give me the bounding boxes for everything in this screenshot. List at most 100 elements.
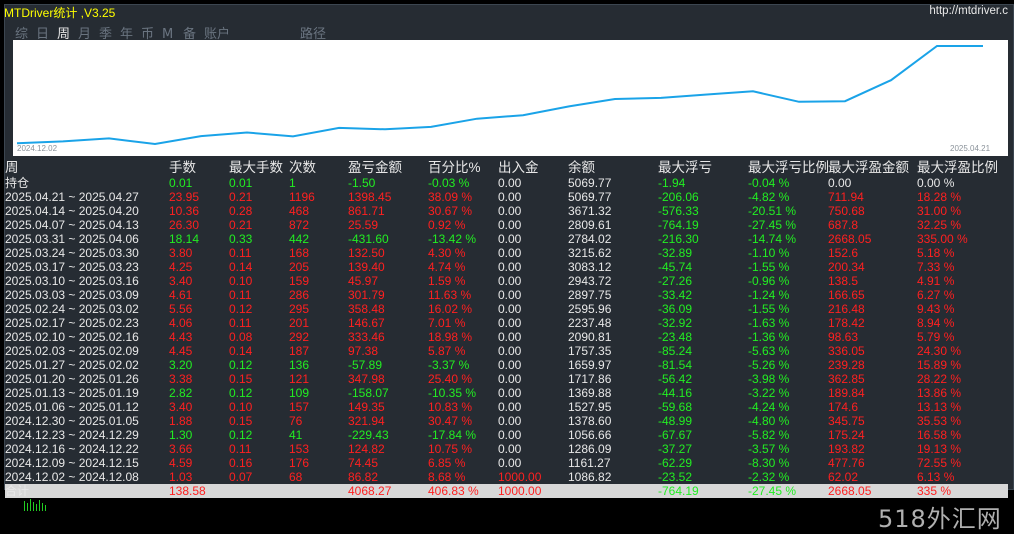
table-cell: 19.13 % [917,442,962,456]
table-row[interactable]: 2024.12.30 ~ 2025.01.05 1.88 0.15 76 321.94 3… [5,414,1007,428]
table-cell: -1.36 % [748,330,790,344]
table-cell: 138.5 [828,274,859,288]
table-row[interactable]: 2025.03.10 ~ 2025.03.16 3.40 0.10 159 45.97 1… [5,274,1007,288]
column-header[interactable]: 最大浮盈金额 [828,160,909,175]
table-row[interactable]: 2024.12.23 ~ 2024.12.29 1.30 0.12 41 -229.43… [5,428,1007,442]
table-cell: 0.10 [229,400,253,414]
table-row[interactable]: 2025.04.21 ~ 2025.04.27 23.95 0.21 1196 1398… [5,190,1007,204]
total-line[interactable]: 合计 138.58 4068.27 406.83 % 1000.00 -764.19 -27… [5,484,1008,498]
table-cell: 4.91 % [917,274,955,288]
column-header[interactable]: 最大浮亏 [658,160,712,175]
table-row[interactable]: 2025.02.24 ~ 2025.03.02 5.56 0.12 295 358.48… [5,302,1007,316]
table-cell: 205 [289,260,310,274]
table-row[interactable]: 2024.12.09 ~ 2024.12.15 4.59 0.16 176 74.45 6… [5,456,1007,470]
table-row[interactable]: 2025.03.31 ~ 2025.04.06 18.14 0.33 442 -431.… [5,232,1007,246]
table-cell: 335.00 % [917,232,968,246]
table-cell: 1.88 [169,414,193,428]
tab-9[interactable]: 账户 [204,27,231,42]
table-row[interactable]: 2025.02.03 ~ 2025.02.09 4.45 0.14 187 97.38 5… [5,344,1007,358]
table-cell: 750.68 [828,204,865,218]
table-row[interactable]: 2025.03.17 ~ 2025.03.23 4.25 0.14 205 139.40… [5,260,1007,274]
tab-1[interactable]: 日 [36,27,50,42]
table-row[interactable]: 2025.01.13 ~ 2025.01.19 2.82 0.12 109 -158.0… [5,386,1007,400]
table-row[interactable]: 2025.02.10 ~ 2025.02.16 4.43 0.08 292 333.46… [5,330,1007,344]
column-header[interactable]: 最大手数 [229,160,283,175]
table-cell: 0.00 [498,456,522,470]
table-row[interactable]: 2025.01.06 ~ 2025.01.12 3.40 0.10 157 149.35… [5,400,1007,414]
table-row[interactable]: 2025.03.24 ~ 2025.03.30 3.80 0.11 168 132.50… [5,246,1007,260]
column-header[interactable]: 余额 [568,160,595,175]
table-cell: 35.53 % [917,414,962,428]
table-cell: 4.43 [169,330,193,344]
table-row[interactable]: 2024.12.02 ~ 2024.12.08 1.03 0.07 68 86.82 8.… [5,470,1007,484]
table-cell: 16.02 % [428,302,473,316]
column-header[interactable]: 周 [5,160,19,175]
tab-2[interactable]: 周 [57,27,71,42]
table-row[interactable]: 2025.04.14 ~ 2025.04.20 10.36 0.28 468 861.7… [5,204,1007,218]
table-cell: 0.33 [229,232,253,246]
table-row[interactable]: 2025.02.17 ~ 2025.02.23 4.06 0.11 201 146.67… [5,316,1007,330]
table-cell: 72.55 % [917,456,962,470]
table-cell: 2024.12.09 ~ 2024.12.15 [5,456,139,470]
table-cell: 5.87 % [428,344,466,358]
table-cell: 4.30 % [428,246,466,260]
table-cell: -13.42 % [428,232,477,246]
table-cell: 23.95 [169,190,200,204]
website-link[interactable]: http://mtdriver.c [929,5,1008,17]
table-cell: 6.85 % [428,456,466,470]
table-cell: 18.14 [169,232,200,246]
table-cell: -0.04 % [748,176,790,190]
column-header[interactable]: 次数 [289,160,316,175]
table-cell: 3.20 [169,358,193,372]
tab-4[interactable]: 季 [99,27,113,42]
table-cell: -764.19 [658,218,699,232]
table-cell: 336.05 [828,344,865,358]
column-header[interactable]: 百分比% [428,160,481,175]
table-row[interactable]: 持仓 0.01 0.01 1 -1.50 -0.03 % 0.00 5069.77 -1.94 -… [5,176,1007,190]
table-cell: 5.79 % [917,330,955,344]
table-cell: 0.11 [229,316,252,330]
column-header[interactable]: 最大浮亏比例 [748,160,829,175]
table-cell: 187 [289,344,310,358]
table-cell: 0.14 [229,344,253,358]
column-header[interactable]: 盈亏金额 [348,160,402,175]
table-cell: 13.86 % [917,386,962,400]
table-row[interactable]: 2025.01.20 ~ 2025.01.26 3.38 0.15 121 347.98… [5,372,1007,386]
tab-7[interactable]: M [162,27,174,42]
table-cell: 0.00 [498,302,522,316]
table-cell: 0.11 [229,246,252,260]
column-header[interactable]: 手数 [169,160,196,175]
table-cell: 4.06 [169,316,193,330]
total-row: 合计 138.58 4068.27 406.83 % 1000.00 -764.19 -27… [5,484,1008,498]
table-row[interactable]: 2024.12.16 ~ 2024.12.22 3.66 0.11 153 124.82… [5,442,1007,456]
table-row[interactable]: 2025.03.03 ~ 2025.03.09 4.61 0.11 286 301.79… [5,288,1007,302]
column-header[interactable]: 出入金 [498,160,539,175]
tab-3[interactable]: 月 [78,27,92,42]
table-cell: 0.01 [169,176,193,190]
tab-routes[interactable]: 路径 [300,27,327,42]
chart-date-start: 2024.12.02 [17,144,58,153]
table-cell: 0.11 [229,288,252,302]
table-cell: 0.00 [498,358,522,372]
watermark: 518外汇网 [878,505,1002,533]
table-cell: 2025.01.13 ~ 2025.01.19 [5,386,139,400]
table-cell: 7.33 % [917,260,955,274]
table-cell: -4.82 % [748,190,790,204]
tab-8[interactable]: 备 [183,27,197,42]
table-cell: 3.80 [169,246,193,260]
tab-5[interactable]: 年 [120,27,134,42]
table-cell: -36.09 [658,302,693,316]
column-header[interactable]: 最大浮盈比例 [917,160,998,175]
table-cell: -56.42 [658,372,693,386]
table-cell: 8.94 % [917,316,955,330]
tab-6[interactable]: 币 [141,27,155,42]
table-row[interactable]: 2025.01.27 ~ 2025.02.02 3.20 0.12 136 -57.89… [5,358,1007,372]
table-cell: 8.68 % [428,470,466,484]
table-cell: 0.00 [498,330,522,344]
tab-0[interactable]: 综 [15,27,29,42]
table-cell: -27.45 % [748,218,797,232]
table-cell: 0.00 [498,176,522,190]
table-row[interactable]: 2025.04.07 ~ 2025.04.13 26.30 0.21 872 25.59… [5,218,1007,232]
table-cell: 2595.96 [568,302,612,316]
table-cell: 477.76 [828,456,865,470]
